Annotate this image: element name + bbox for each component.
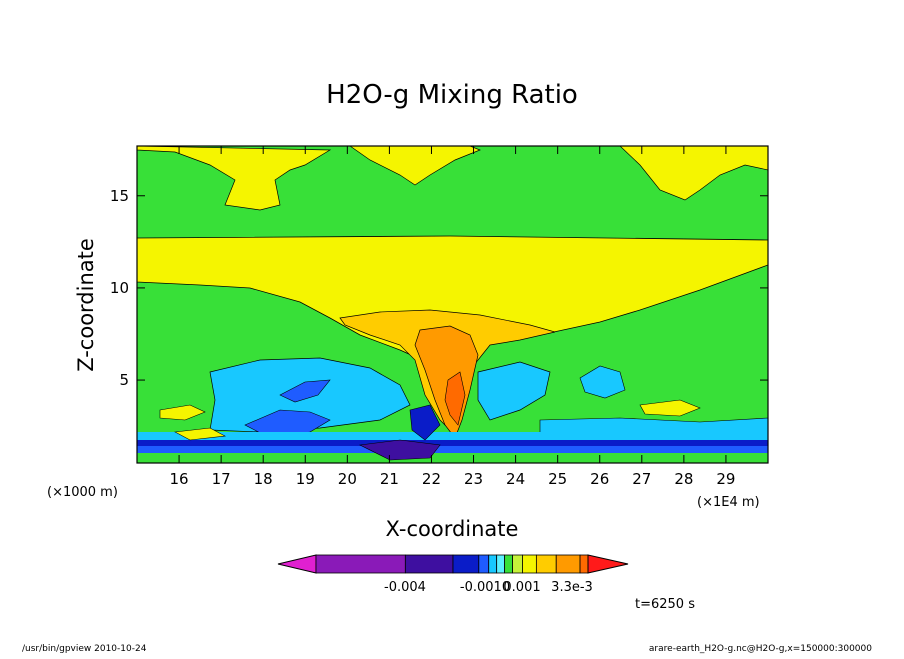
plot-frame (136, 145, 769, 464)
colorbar-label: -0.004 (384, 580, 426, 595)
x-tick-label: 18 (254, 470, 273, 488)
surface-band-1 (137, 432, 768, 440)
x-tick-label: 17 (212, 470, 231, 488)
colorbar-max-arrow (587, 554, 629, 574)
chart-title: H2O-g Mixing Ratio (326, 80, 578, 110)
core-mid (414, 325, 479, 439)
upper-patch-left (137, 146, 332, 211)
colorbar-label: -0.0010 (460, 580, 510, 595)
x-tick-label: 21 (380, 470, 399, 488)
colorbar-swatch (512, 554, 523, 574)
x-axis-label: X-coordinate (386, 517, 519, 541)
colorbar-swatch (404, 554, 454, 574)
x-tick-label: 29 (716, 470, 735, 488)
x-tick-label: 19 (296, 470, 315, 488)
y-tick-label: 10 (110, 279, 129, 297)
x-axis-ticks: 16 17 18 19 20 21 22 23 24 25 26 27 28 29 (170, 146, 735, 488)
base-spot-1 (358, 439, 441, 461)
x-tick-label: 23 (464, 470, 483, 488)
x-unit-label: (×1E4 m) (697, 495, 760, 510)
colorbar-swatch (452, 554, 480, 574)
x-tick-label: 27 (632, 470, 651, 488)
colorbar-label: 0.001 (503, 580, 540, 595)
y-axis-ticks: 5 10 15 (110, 187, 768, 389)
base-spot-2 (409, 404, 441, 441)
y-tick-label: 5 (119, 371, 129, 389)
time-label: t=6250 s (635, 597, 695, 612)
colorbar-swatch (579, 554, 589, 574)
x-tick-label: 16 (170, 470, 189, 488)
x-tick-label: 25 (548, 470, 567, 488)
x-tick-label: 26 (590, 470, 609, 488)
y-axis-label: Z-coordinate (74, 238, 98, 372)
colorbar-swatch (488, 554, 498, 574)
colorbar-swatch (315, 554, 406, 574)
colorbar-swatch (555, 554, 581, 574)
dry-patch-far-right (579, 365, 626, 399)
colorbar-swatch (478, 554, 490, 574)
lower-patch-3 (174, 427, 226, 441)
dry-region-right (477, 361, 551, 421)
surface-band-2 (137, 440, 768, 446)
x-tick-label: 24 (506, 470, 525, 488)
upper-patch-right (619, 146, 768, 201)
x-tick-label: 22 (422, 470, 441, 488)
surface-band-4 (137, 453, 768, 463)
x-tick-label: 28 (674, 470, 693, 488)
footer-right: arare-earth_H2O-g.nc@H2O-g,x=150000:3000… (649, 644, 872, 654)
lower-patch-1 (159, 404, 206, 421)
colorbar-swatch (496, 554, 506, 574)
y-tick-label: 15 (110, 187, 129, 205)
lower-patch-2 (639, 399, 701, 417)
colorbar-min-arrow (277, 554, 317, 574)
core-dark (444, 371, 466, 426)
footer-left: /usr/bin/gpview 2010-10-24 (22, 644, 147, 654)
colorbar-swatch (504, 554, 513, 574)
y-unit-label: (×1000 m) (47, 485, 118, 500)
x-tick-label: 20 (338, 470, 357, 488)
colorbar-swatch (522, 554, 537, 574)
blue-patch-upper (279, 379, 331, 403)
colorbar-swatch (535, 554, 557, 574)
colorbar-label: 3.3e-3 (551, 580, 593, 595)
surface-band-3 (137, 446, 768, 453)
plot-area: 16 17 18 19 20 21 22 23 24 25 26 27 28 29 5 10 15 (110, 145, 769, 488)
